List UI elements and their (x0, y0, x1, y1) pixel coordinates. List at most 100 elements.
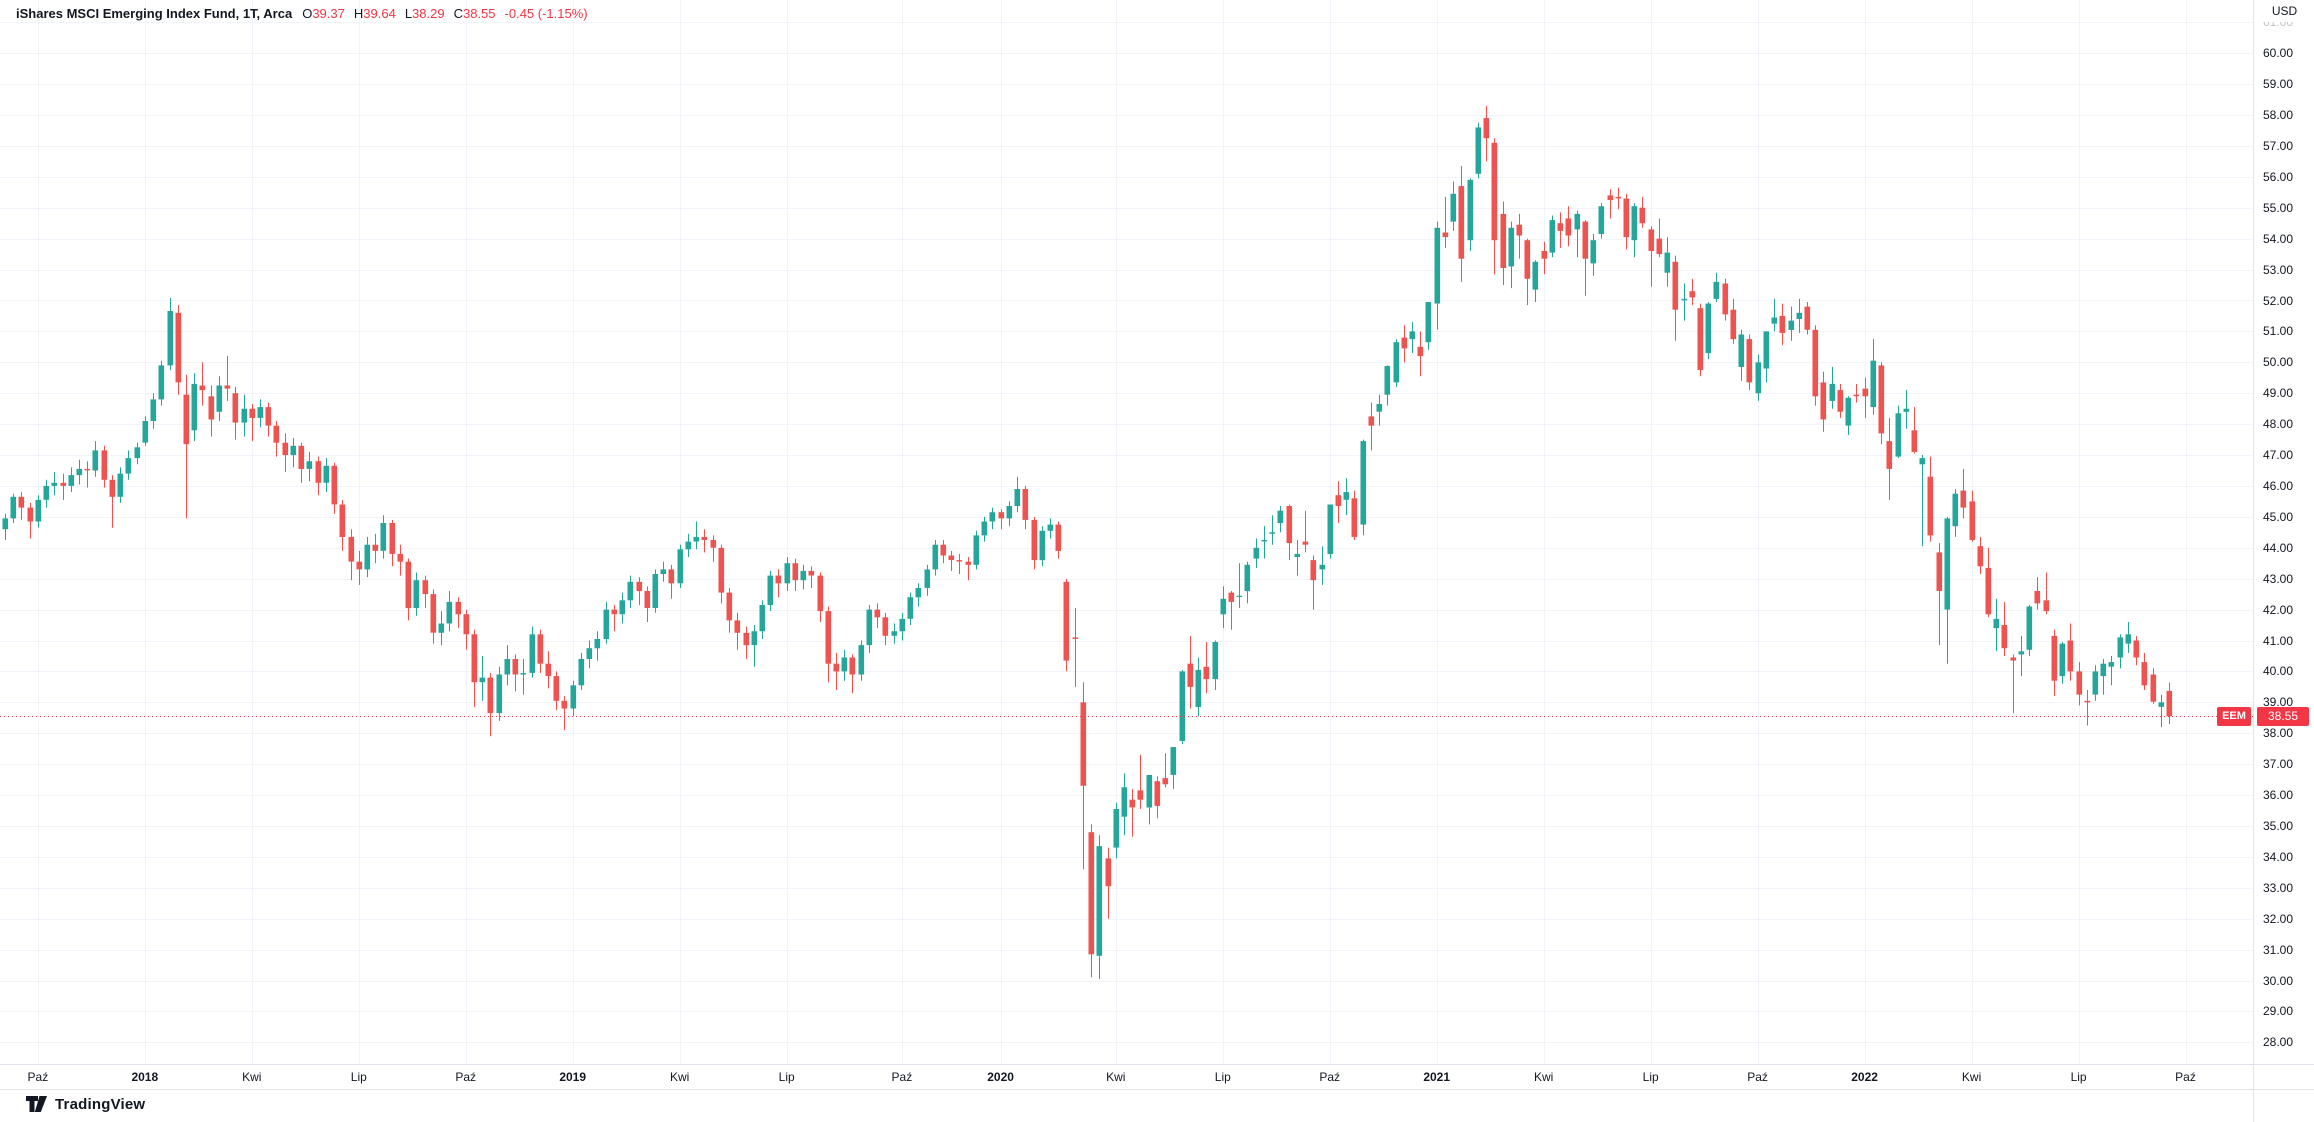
candle (2059, 643, 2066, 677)
candle (150, 399, 157, 421)
candle (2158, 702, 2165, 707)
candle (389, 523, 396, 554)
time-tick-label: 2018 (131, 1070, 159, 1084)
candle (339, 504, 346, 537)
candle (1212, 642, 1219, 680)
candle (1360, 441, 1367, 525)
candle (1985, 567, 1992, 615)
candle-wicks-down (21, 105, 2170, 978)
candle (125, 458, 132, 474)
candle (422, 580, 429, 595)
price-tick-label: 29.00 (2263, 1004, 2294, 1019)
candle (1327, 504, 1334, 554)
candle (545, 663, 552, 677)
candle (1829, 383, 1836, 401)
candle (51, 482, 58, 486)
candle (249, 408, 256, 418)
candle (1648, 229, 1655, 251)
tradingview-logo-text: TradingView (55, 1095, 146, 1113)
candle (1376, 404, 1383, 412)
open-readout: O39.37 (302, 6, 345, 21)
candle (1080, 702, 1087, 786)
candle (2084, 700, 2091, 703)
candle (2051, 635, 2058, 681)
candle (932, 544, 939, 570)
candle (1746, 339, 1753, 383)
time-tick-label: Lip (1642, 1070, 1659, 1084)
candle (1310, 560, 1317, 581)
candle (1244, 564, 1251, 592)
time-tick-label: Kwi (1534, 1070, 1554, 1084)
candle (1952, 493, 1959, 527)
tradingview-logo[interactable]: TradingView (26, 1094, 145, 1114)
candle (660, 569, 667, 574)
candle (578, 659, 585, 686)
candle (471, 634, 478, 683)
candle (216, 385, 223, 412)
candle (1343, 492, 1350, 500)
candle (989, 512, 996, 522)
candle (808, 570, 815, 576)
candle (586, 648, 593, 659)
candle (1458, 186, 1465, 259)
candle (2100, 663, 2107, 677)
time-tick-label: 2019 (559, 1070, 587, 1084)
candle (1195, 669, 1202, 707)
price-tick-label: 40.00 (2263, 664, 2294, 679)
candle (2133, 640, 2140, 658)
candle (1228, 592, 1235, 602)
symbol-price-flag: EEM (2217, 707, 2251, 726)
candle (1277, 510, 1284, 524)
price-tick-label: 28.00 (2263, 1035, 2294, 1050)
candle (315, 461, 322, 483)
candle (1162, 778, 1169, 785)
time-tick-label: 2021 (1423, 1070, 1451, 1084)
price-axis[interactable]: USD 61.00 60.00 59.00 58.00 57.00 56.00 55.00 5… (2253, 0, 2314, 1122)
last-price-badge-value: 38.55 (2267, 709, 2299, 723)
candle (1656, 238, 1663, 255)
gridlines (0, 0, 2253, 1064)
candle (751, 631, 758, 646)
candle (907, 597, 914, 619)
time-axis[interactable]: Paź 2018 Kwi Lip Paź 2019 Kwi Lip Paź 2020 Kwi Lip P… (0, 1065, 2253, 1089)
ohlc-readout: O39.37 H39.64 L38.29 C38.55 -0.45 (-1.15… (302, 6, 587, 21)
candle (520, 673, 527, 675)
candle (1417, 346, 1424, 357)
candle (496, 674, 503, 714)
price-tick-label: 55.00 (2263, 200, 2294, 215)
candle (1681, 298, 1688, 301)
symbol-title[interactable]: iShares MSCI Emerging Index Fund, 1T, Ar… (16, 6, 293, 21)
price-tick-label: 56.00 (2263, 169, 2294, 184)
candle (1936, 552, 1943, 591)
candle (1631, 206, 1638, 241)
candle (92, 450, 99, 471)
candle (611, 609, 618, 615)
candle (1039, 530, 1046, 561)
time-tick-label: Lip (350, 1070, 367, 1084)
candle (1286, 506, 1293, 544)
candle (858, 645, 865, 675)
candle (817, 575, 824, 612)
candle (2166, 690, 2173, 717)
candle (784, 563, 791, 584)
low-label: L (404, 6, 413, 21)
time-tick-label: Kwi (1106, 1070, 1126, 1084)
time-tick-label: Lip (1214, 1070, 1231, 1084)
candle (430, 594, 437, 633)
close-value: 38.55 (462, 6, 496, 21)
candle (1516, 224, 1523, 236)
candle (1368, 416, 1375, 426)
candle (60, 482, 67, 486)
candle (1450, 193, 1457, 222)
candle (1590, 240, 1597, 264)
candle (413, 580, 420, 608)
candle (693, 536, 700, 542)
candle (1022, 489, 1029, 520)
candle (1713, 281, 1720, 299)
candle (726, 592, 733, 621)
price-tick-label: 45.00 (2263, 509, 2294, 524)
candle (1607, 195, 1614, 200)
candle (2150, 674, 2157, 702)
price-chart-canvas[interactable] (0, 0, 2253, 1064)
candle (1179, 671, 1186, 741)
